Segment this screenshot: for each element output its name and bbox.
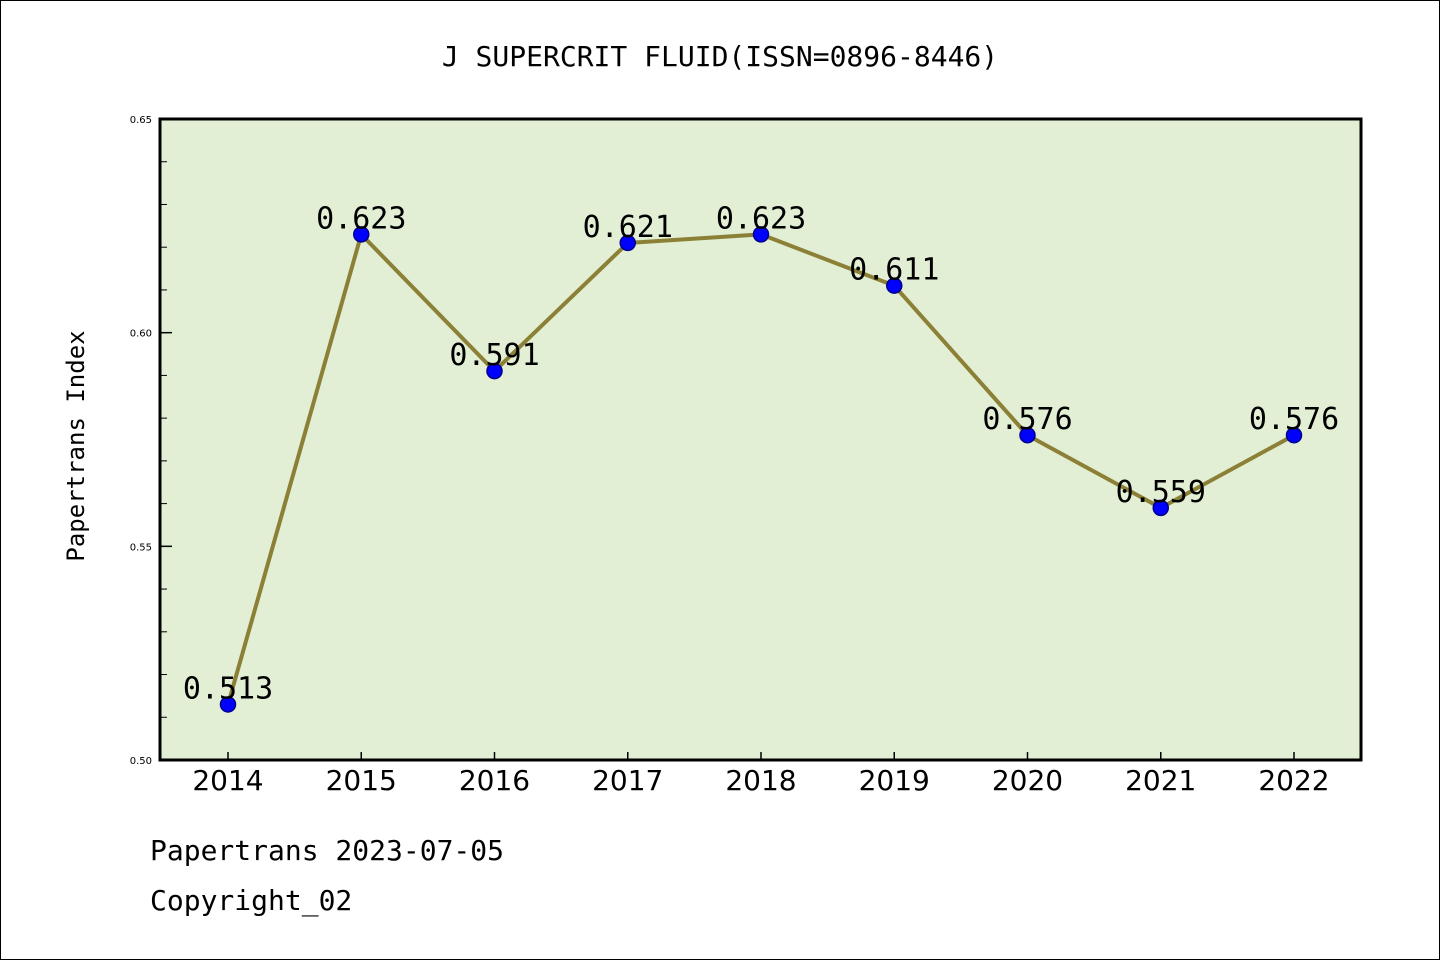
x-tick-label: 2017	[592, 764, 663, 797]
data-point	[353, 226, 370, 243]
data-labels: 0.513 0.623 0.591 0.621 0.623 0.611 0.576 0.559…	[183, 201, 1339, 706]
chart-title: J SUPERCRIT FLUID(ISSN=0896-8446)	[442, 40, 998, 73]
x-tick-label: 2015	[326, 764, 397, 797]
x-tick-label: 2019	[859, 764, 930, 797]
data-points	[219, 226, 1303, 713]
footer-date: Papertrans 2023-07-05	[150, 834, 505, 867]
data-label: 0.623	[716, 201, 806, 236]
data-point	[1152, 499, 1169, 517]
x-tick-label: 2021	[1125, 764, 1196, 797]
data-point	[886, 277, 903, 294]
data-label: 0.513	[183, 671, 273, 706]
data-point	[219, 696, 237, 713]
y-tick-label: 0.60	[130, 329, 152, 340]
y-tick-label: 0.65	[130, 115, 152, 126]
data-label: 0.559	[1116, 475, 1206, 510]
data-label: 0.611	[849, 253, 939, 288]
x-tick-label: 2018	[725, 764, 796, 797]
data-point	[752, 226, 770, 243]
data-label: 0.621	[583, 210, 673, 245]
x-axis: 2014 2015 2016 2017 2018 2019 2020 2021 2022	[192, 752, 1330, 797]
y-tick-label: 0.50	[130, 756, 152, 767]
data-label: 0.576	[982, 402, 1072, 437]
data-point	[619, 234, 636, 252]
plot-border	[158, 117, 1363, 762]
x-tick-label: 2016	[459, 764, 530, 797]
plot-area	[160, 119, 1361, 760]
data-label: 0.623	[316, 201, 406, 236]
x-tick-label: 2014	[192, 764, 263, 797]
footer-copyright: Copyright_02	[150, 884, 353, 917]
x-tick-label: 2020	[992, 764, 1063, 797]
data-point	[486, 362, 503, 380]
data-point	[1285, 426, 1303, 444]
data-label: 0.591	[449, 338, 539, 373]
data-point	[1019, 426, 1036, 444]
y-axis-label: Papertrans Index	[62, 330, 90, 561]
data-label: 0.576	[1249, 402, 1339, 437]
y-tick-label: 0.55	[130, 542, 152, 553]
x-tick-label: 2022	[1258, 764, 1329, 797]
